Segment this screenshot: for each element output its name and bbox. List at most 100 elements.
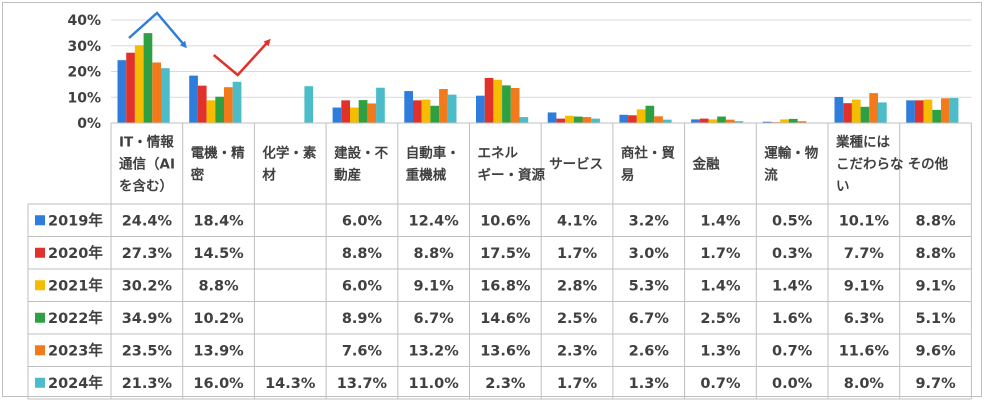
bar	[215, 96, 224, 123]
data-cell: 3.0%	[629, 246, 670, 262]
category-label: 化学・素材	[262, 145, 316, 184]
data-cell: 2.8%	[557, 278, 598, 294]
category-label: 金融	[692, 156, 721, 173]
category-label-line: い	[836, 179, 850, 195]
category-label-line: 通信（AI	[119, 156, 175, 173]
data-cell: 6.7%	[629, 311, 670, 327]
bar	[421, 99, 431, 123]
y-tick-label: 30%	[67, 39, 101, 55]
bar	[341, 100, 350, 123]
data-cell: 1.3%	[700, 343, 741, 359]
data-cell: 1.7%	[557, 376, 598, 392]
bar	[654, 116, 663, 123]
bar	[126, 52, 135, 123]
category-label-line: 建設・不	[333, 145, 388, 162]
bar	[582, 117, 592, 123]
data-cell: 6.7%	[414, 311, 455, 327]
bar	[591, 118, 600, 123]
bar	[788, 118, 798, 123]
bar	[662, 119, 672, 123]
data-cell: 5.1%	[915, 311, 956, 327]
trend-arrows	[128, 11, 271, 77]
legend-swatch	[35, 247, 45, 258]
data-cell: 9.1%	[414, 278, 455, 294]
bar	[725, 119, 735, 123]
category-label-line: 動産	[334, 167, 361, 184]
bar	[573, 116, 583, 123]
data-cell: 11.6%	[839, 343, 890, 359]
legend-swatch	[35, 312, 45, 323]
data-cell: 0.3%	[772, 246, 813, 262]
data-cell: 30.2%	[122, 278, 173, 294]
data-cell: 9.1%	[915, 278, 956, 294]
bar	[780, 119, 789, 123]
data-cell: 2.5%	[700, 311, 741, 327]
bar	[439, 89, 448, 123]
bar	[834, 96, 844, 123]
category-label-line: 運輸・物	[764, 145, 818, 162]
category-label-line: その他	[908, 156, 949, 173]
bar	[932, 109, 941, 123]
bar	[493, 79, 503, 123]
bar	[117, 60, 127, 123]
data-cell: 1.4%	[772, 278, 813, 294]
bar	[430, 105, 440, 123]
data-cell: 21.3%	[122, 376, 173, 392]
data-cell: 0.5%	[772, 213, 813, 229]
trend-arrow-up	[212, 38, 271, 77]
category-label-line: 金融	[692, 156, 721, 173]
data-cell: 2.3%	[485, 376, 526, 392]
data-cell: 18.4%	[193, 213, 244, 229]
bar	[941, 98, 950, 123]
data-cell: 8.8%	[414, 246, 455, 262]
data-cell: 1.4%	[700, 278, 741, 294]
series-label: 2023年	[48, 341, 103, 359]
data-cell: 2.3%	[557, 343, 598, 359]
data-cell: 2.6%	[629, 343, 670, 359]
bar	[510, 87, 520, 123]
category-label-line: IT・情報	[119, 134, 174, 151]
bar	[878, 102, 887, 123]
category-label-line: 自動車・	[406, 145, 460, 162]
data-cell: 9.1%	[844, 278, 885, 294]
data-cell: 23.5%	[122, 343, 173, 359]
bar	[843, 103, 852, 123]
category-label-line: 業種には	[835, 134, 890, 151]
category-label-line: 商社・貿	[621, 145, 675, 162]
bar	[949, 98, 959, 123]
gridlines	[111, 19, 972, 98]
series-label: 2022年	[48, 309, 103, 327]
series-label: 2021年	[48, 276, 103, 294]
bar	[645, 105, 655, 123]
bar	[547, 112, 557, 123]
data-cell: 0.7%	[772, 343, 813, 359]
bar	[447, 94, 457, 123]
bar	[914, 100, 924, 123]
bar	[152, 62, 161, 123]
data-cell: 24.4%	[122, 213, 173, 229]
y-tick-label: 20%	[67, 65, 101, 81]
y-tick-label: 0%	[77, 116, 101, 132]
data-cell: 34.9%	[122, 311, 173, 327]
data-cell: 0.0%	[772, 376, 813, 392]
bar	[143, 33, 153, 123]
bar	[404, 91, 413, 123]
legend-swatch	[35, 215, 45, 226]
data-cell: 8.8%	[915, 246, 956, 262]
data-cell: 6.0%	[342, 278, 383, 294]
category-label-line: サービス	[549, 157, 603, 173]
data-cell: 13.7%	[337, 376, 388, 392]
data-cell: 8.8%	[915, 213, 956, 229]
category-label-line: を含む）	[119, 178, 173, 195]
data-cell: 27.3%	[122, 246, 173, 262]
bar	[519, 117, 529, 123]
bar	[332, 107, 342, 123]
data-cell: 6.3%	[844, 311, 885, 327]
series-label: 2024年	[48, 374, 103, 392]
data-cell: 10.1%	[839, 213, 890, 229]
data-cell: 9.7%	[915, 376, 956, 392]
bar	[565, 115, 574, 123]
data-cell: 14.3%	[265, 376, 316, 392]
data-cell: 5.3%	[629, 278, 670, 294]
data-cell: 14.5%	[193, 246, 244, 262]
